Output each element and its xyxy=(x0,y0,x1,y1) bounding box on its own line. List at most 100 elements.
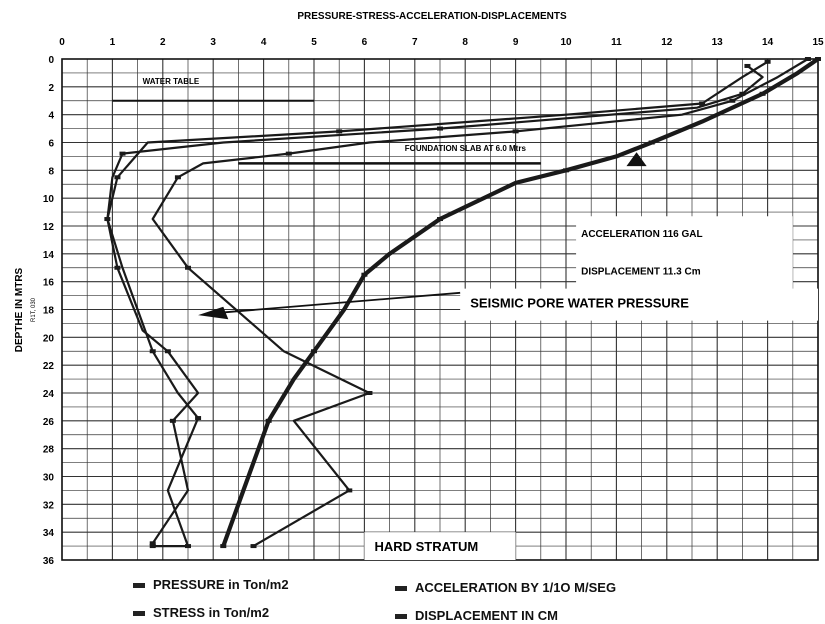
data-point xyxy=(285,151,292,156)
data-point xyxy=(185,265,191,270)
data-point xyxy=(739,91,746,96)
seismic-arrow-line xyxy=(208,291,461,315)
x-tick-label: 12 xyxy=(661,37,673,48)
x-tick-label: 4 xyxy=(261,37,267,48)
x-tick-label: 0 xyxy=(59,37,65,48)
data-point xyxy=(437,217,443,222)
series-line-2 xyxy=(151,58,809,548)
legend-label: STRESS in Ton/m2 xyxy=(153,605,270,620)
legend-acceleration: ACCELERATION BY 1/1O M/SEG xyxy=(395,580,616,595)
x-tick-label: 1 xyxy=(110,37,116,48)
x-tick-label: 14 xyxy=(762,37,774,48)
legend-marker xyxy=(133,583,145,589)
annotation-foundation-slab: FOUNDATION SLAB AT 6.0 Mtrs xyxy=(405,144,527,153)
y-tick-label: 16 xyxy=(43,278,55,289)
x-tick-label: 13 xyxy=(712,37,724,48)
legend-marker xyxy=(133,611,145,617)
x-tick-label: 7 xyxy=(412,37,418,48)
annotation-hard-stratum: HARD STRATUM xyxy=(374,539,478,554)
y-tick-label: 14 xyxy=(43,250,55,261)
legend-stress: STRESS in Ton/m2 xyxy=(133,605,269,620)
y-axis-label: DEPTHE IN MTRS xyxy=(14,267,25,352)
data-point xyxy=(361,272,368,277)
legend-marker xyxy=(395,614,407,620)
y-tick-label: 34 xyxy=(43,528,55,539)
y-tick-label: 32 xyxy=(43,500,55,511)
annotation-displacement: DISPLACEMENT 11.3 Cm xyxy=(581,267,701,278)
chart-title: PRESSURE-STRESS-ACCELERATION-DISPLACEMEN… xyxy=(297,11,567,22)
data-point xyxy=(149,544,156,549)
y-tick-label: 20 xyxy=(43,333,55,344)
y-tick-label: 18 xyxy=(43,306,55,317)
x-tick-label: 15 xyxy=(812,37,824,48)
annotation-bg xyxy=(460,288,818,321)
annotation-bg xyxy=(364,532,516,560)
data-point xyxy=(220,544,227,549)
x-tick-label: 5 xyxy=(311,37,317,48)
series-line-0 xyxy=(106,65,764,548)
annotation-water-table: WATER TABLE xyxy=(143,77,200,86)
y-tick-label: 30 xyxy=(43,473,55,484)
y-axis-sublabel: R1T, 030 xyxy=(31,297,37,322)
data-point xyxy=(149,349,156,354)
y-tick-label: 10 xyxy=(43,194,55,205)
data-point xyxy=(114,265,121,270)
data-point xyxy=(265,418,272,423)
data-point xyxy=(250,544,257,549)
data-point xyxy=(512,129,519,134)
data-point xyxy=(437,126,443,131)
data-point xyxy=(174,175,181,180)
data-point xyxy=(648,140,655,145)
data-point xyxy=(744,63,751,68)
x-tick-labels: 0 1 2 3 4 5 6 7 8 9 10 11 12 13 14 15 xyxy=(59,37,824,48)
data-point xyxy=(815,57,821,61)
data-point xyxy=(366,391,373,395)
legend-label: PRESSURE in Ton/m2 xyxy=(153,577,289,592)
data-point xyxy=(311,349,317,354)
y-tick-label: 24 xyxy=(43,389,55,400)
data-point xyxy=(563,168,569,173)
legend-label: ACCELERATION BY 1/1O M/SEG xyxy=(415,580,617,595)
data-point xyxy=(346,488,353,493)
data-point xyxy=(336,129,343,134)
legend-pressure: PRESSURE in Ton/m2 xyxy=(133,577,289,592)
legend-label: DISPLACEMENT IN CM xyxy=(415,608,558,623)
arrow-up-icon xyxy=(626,152,647,167)
data-point xyxy=(169,418,176,423)
data-point xyxy=(149,541,156,546)
y-tick-label: 2 xyxy=(48,83,54,94)
x-tick-label: 6 xyxy=(362,37,368,48)
data-point xyxy=(164,349,171,354)
series-line-1 xyxy=(106,60,769,544)
x-tick-label: 8 xyxy=(462,37,468,48)
data-point xyxy=(195,416,202,421)
x-tick-label: 9 xyxy=(513,37,519,48)
y-tick-label: 4 xyxy=(48,111,54,122)
data-point xyxy=(185,544,191,549)
annotation-acceleration: ACCELERATION 116 GAL xyxy=(581,229,703,240)
x-tick-label: 10 xyxy=(560,37,572,48)
x-tick-label: 3 xyxy=(210,37,216,48)
data-point xyxy=(764,59,771,64)
y-tick-label: 8 xyxy=(48,166,54,177)
data-point xyxy=(119,151,126,156)
y-tick-label: 36 xyxy=(43,556,55,567)
y-tick-label: 28 xyxy=(43,445,55,456)
x-tick-label: 11 xyxy=(611,37,622,48)
y-tick-label: 12 xyxy=(43,222,55,233)
y-tick-label: 6 xyxy=(48,139,54,150)
annotations-layer: WATER TABLE FOUNDATION SLAB AT 6.0 Mtrs AC… xyxy=(112,77,818,560)
data-point xyxy=(759,91,766,96)
legend-displacement: DISPLACEMENT IN CM xyxy=(395,608,558,623)
data-point xyxy=(114,175,121,180)
data-point xyxy=(804,57,811,61)
annotation-bg xyxy=(576,216,793,291)
annotation-seismic-pore: SEISMIC PORE WATER PRESSURE xyxy=(470,296,689,311)
y-tick-label: 22 xyxy=(43,361,55,372)
x-tick-label: 2 xyxy=(160,37,166,48)
y-tick-label: 0 xyxy=(48,55,54,66)
y-tick-label: 26 xyxy=(43,417,55,428)
data-point xyxy=(729,98,736,103)
